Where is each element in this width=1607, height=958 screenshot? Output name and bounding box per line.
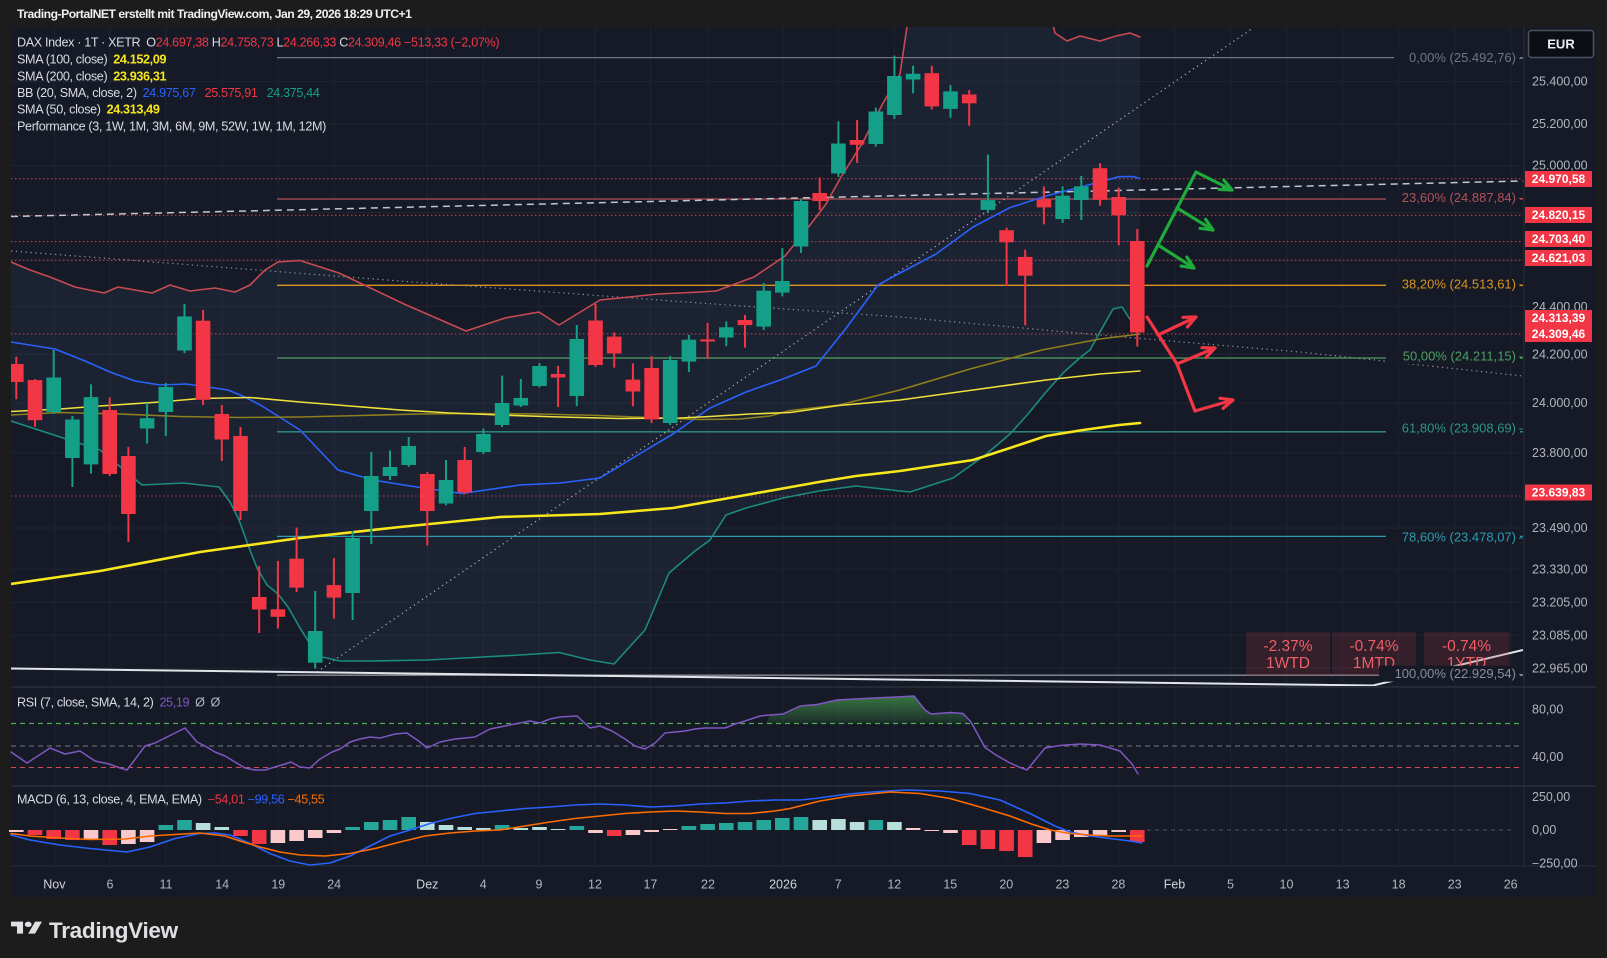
svg-text:24.703,40: 24.703,40 bbox=[1532, 232, 1586, 246]
svg-text:23.490,00: 23.490,00 bbox=[1532, 521, 1588, 535]
svg-text:-0.74%: -0.74% bbox=[1442, 638, 1491, 655]
svg-text:0,00: 0,00 bbox=[1532, 823, 1556, 837]
svg-text:50,00% (24.211,15): 50,00% (24.211,15) bbox=[1403, 349, 1516, 364]
svg-text:100,00% (22.929,54): 100,00% (22.929,54) bbox=[1395, 666, 1516, 681]
svg-text:20: 20 bbox=[999, 878, 1013, 892]
svg-text:24.313,39: 24.313,39 bbox=[1532, 311, 1586, 325]
svg-text:TradingView: TradingView bbox=[49, 918, 179, 943]
svg-text:18: 18 bbox=[1392, 878, 1406, 892]
svg-text:5: 5 bbox=[1227, 878, 1234, 892]
svg-text:15: 15 bbox=[943, 878, 957, 892]
svg-text:7: 7 bbox=[835, 878, 842, 892]
svg-text:0,00% (25.492,76): 0,00% (25.492,76) bbox=[1409, 50, 1516, 65]
svg-text:-: - bbox=[1519, 277, 1523, 292]
svg-text:250,00: 250,00 bbox=[1532, 790, 1570, 804]
svg-text:23.330,00: 23.330,00 bbox=[1532, 563, 1588, 577]
svg-text:-: - bbox=[1519, 421, 1523, 436]
svg-text:23,60% (24.887,84): 23,60% (24.887,84) bbox=[1402, 190, 1516, 205]
svg-text:23: 23 bbox=[1448, 878, 1462, 892]
svg-text:4: 4 bbox=[480, 878, 487, 892]
svg-text:12: 12 bbox=[588, 878, 602, 892]
svg-text:EUR: EUR bbox=[1547, 37, 1575, 52]
svg-text:38,20% (24.513,61): 38,20% (24.513,61) bbox=[1402, 277, 1516, 292]
svg-text:DAX Index · 1T · XETR O24.697,: DAX Index · 1T · XETR O24.697,38 H24.758… bbox=[17, 36, 499, 50]
svg-text:24: 24 bbox=[327, 878, 341, 892]
svg-text:25.200,00: 25.200,00 bbox=[1532, 117, 1588, 131]
svg-text:61,80% (23.908,69): 61,80% (23.908,69) bbox=[1402, 421, 1516, 436]
svg-text:−250,00: −250,00 bbox=[1532, 857, 1578, 871]
svg-text:BB (20, SMA, close, 2) 24.975,: BB (20, SMA, close, 2) 24.975,67 25.575,… bbox=[17, 86, 320, 100]
svg-text:24.621,03: 24.621,03 bbox=[1532, 251, 1586, 265]
svg-text:9: 9 bbox=[536, 878, 543, 892]
svg-text:80,00: 80,00 bbox=[1532, 703, 1563, 717]
svg-text:Feb: Feb bbox=[1164, 878, 1186, 892]
svg-text:24.000,00: 24.000,00 bbox=[1532, 396, 1588, 410]
svg-text:23.085,00: 23.085,00 bbox=[1532, 629, 1588, 643]
svg-text:19: 19 bbox=[271, 878, 285, 892]
svg-text:24.309,46: 24.309,46 bbox=[1532, 327, 1586, 341]
svg-text:-0.74%: -0.74% bbox=[1349, 638, 1398, 655]
svg-text:MACD (6, 13, close, 4, EMA, EM: MACD (6, 13, close, 4, EMA, EMA) −54,01 … bbox=[17, 793, 325, 807]
svg-text:24.970,58: 24.970,58 bbox=[1532, 172, 1586, 186]
svg-text:25.400,00: 25.400,00 bbox=[1532, 75, 1588, 89]
svg-text:-: - bbox=[1519, 349, 1523, 364]
svg-text:Dez: Dez bbox=[416, 878, 438, 892]
svg-text:22.965,00: 22.965,00 bbox=[1532, 662, 1588, 676]
svg-text:SMA (100, close) 24.152,09: SMA (100, close) 24.152,09 bbox=[17, 53, 166, 67]
svg-text:1WTD: 1WTD bbox=[1266, 655, 1310, 672]
svg-text:40,00: 40,00 bbox=[1532, 750, 1563, 764]
svg-text:Performance (3, 1W, 1M, 3M, 6M: Performance (3, 1W, 1M, 3M, 6M, 9M, 52W,… bbox=[17, 120, 326, 134]
svg-text:SMA (50, close) 24.313,49: SMA (50, close) 24.313,49 bbox=[17, 103, 160, 117]
svg-text:Trading-PortalNET erstellt mit: Trading-PortalNET erstellt mit TradingVi… bbox=[17, 7, 412, 21]
svg-text:SMA (200, close) 23.936,31: SMA (200, close) 23.936,31 bbox=[17, 70, 166, 84]
svg-text:11: 11 bbox=[160, 878, 173, 892]
svg-text:2026: 2026 bbox=[769, 878, 797, 892]
svg-text:23.800,00: 23.800,00 bbox=[1532, 446, 1588, 460]
svg-text:24.200,00: 24.200,00 bbox=[1532, 348, 1588, 362]
svg-text:13: 13 bbox=[1336, 878, 1350, 892]
svg-text:10: 10 bbox=[1280, 878, 1294, 892]
svg-text:23: 23 bbox=[1055, 878, 1069, 892]
svg-text:17: 17 bbox=[643, 878, 657, 892]
svg-text:Nov: Nov bbox=[43, 878, 66, 892]
svg-text:12: 12 bbox=[887, 878, 901, 892]
svg-text:25.000,00: 25.000,00 bbox=[1532, 159, 1588, 173]
svg-text:22: 22 bbox=[701, 878, 715, 892]
svg-text:23.639,83: 23.639,83 bbox=[1532, 486, 1586, 500]
svg-text:-: - bbox=[1519, 666, 1523, 681]
svg-text:RSI (7, close, SMA, 14, 2) 25,: RSI (7, close, SMA, 14, 2) 25,19 Ø Ø bbox=[17, 696, 221, 710]
svg-text:-: - bbox=[1519, 50, 1523, 65]
svg-text:24.820,15: 24.820,15 bbox=[1532, 208, 1586, 222]
svg-text:78,60% (23.478,07): 78,60% (23.478,07) bbox=[1402, 530, 1516, 545]
svg-text:-: - bbox=[1519, 190, 1523, 205]
svg-text:-2.37%: -2.37% bbox=[1263, 638, 1312, 655]
svg-text:-: - bbox=[1519, 530, 1523, 545]
svg-text:26: 26 bbox=[1504, 878, 1518, 892]
svg-text:23.205,00: 23.205,00 bbox=[1532, 596, 1588, 610]
svg-text:6: 6 bbox=[107, 878, 114, 892]
svg-text:28: 28 bbox=[1111, 878, 1125, 892]
svg-text:14: 14 bbox=[215, 878, 229, 892]
